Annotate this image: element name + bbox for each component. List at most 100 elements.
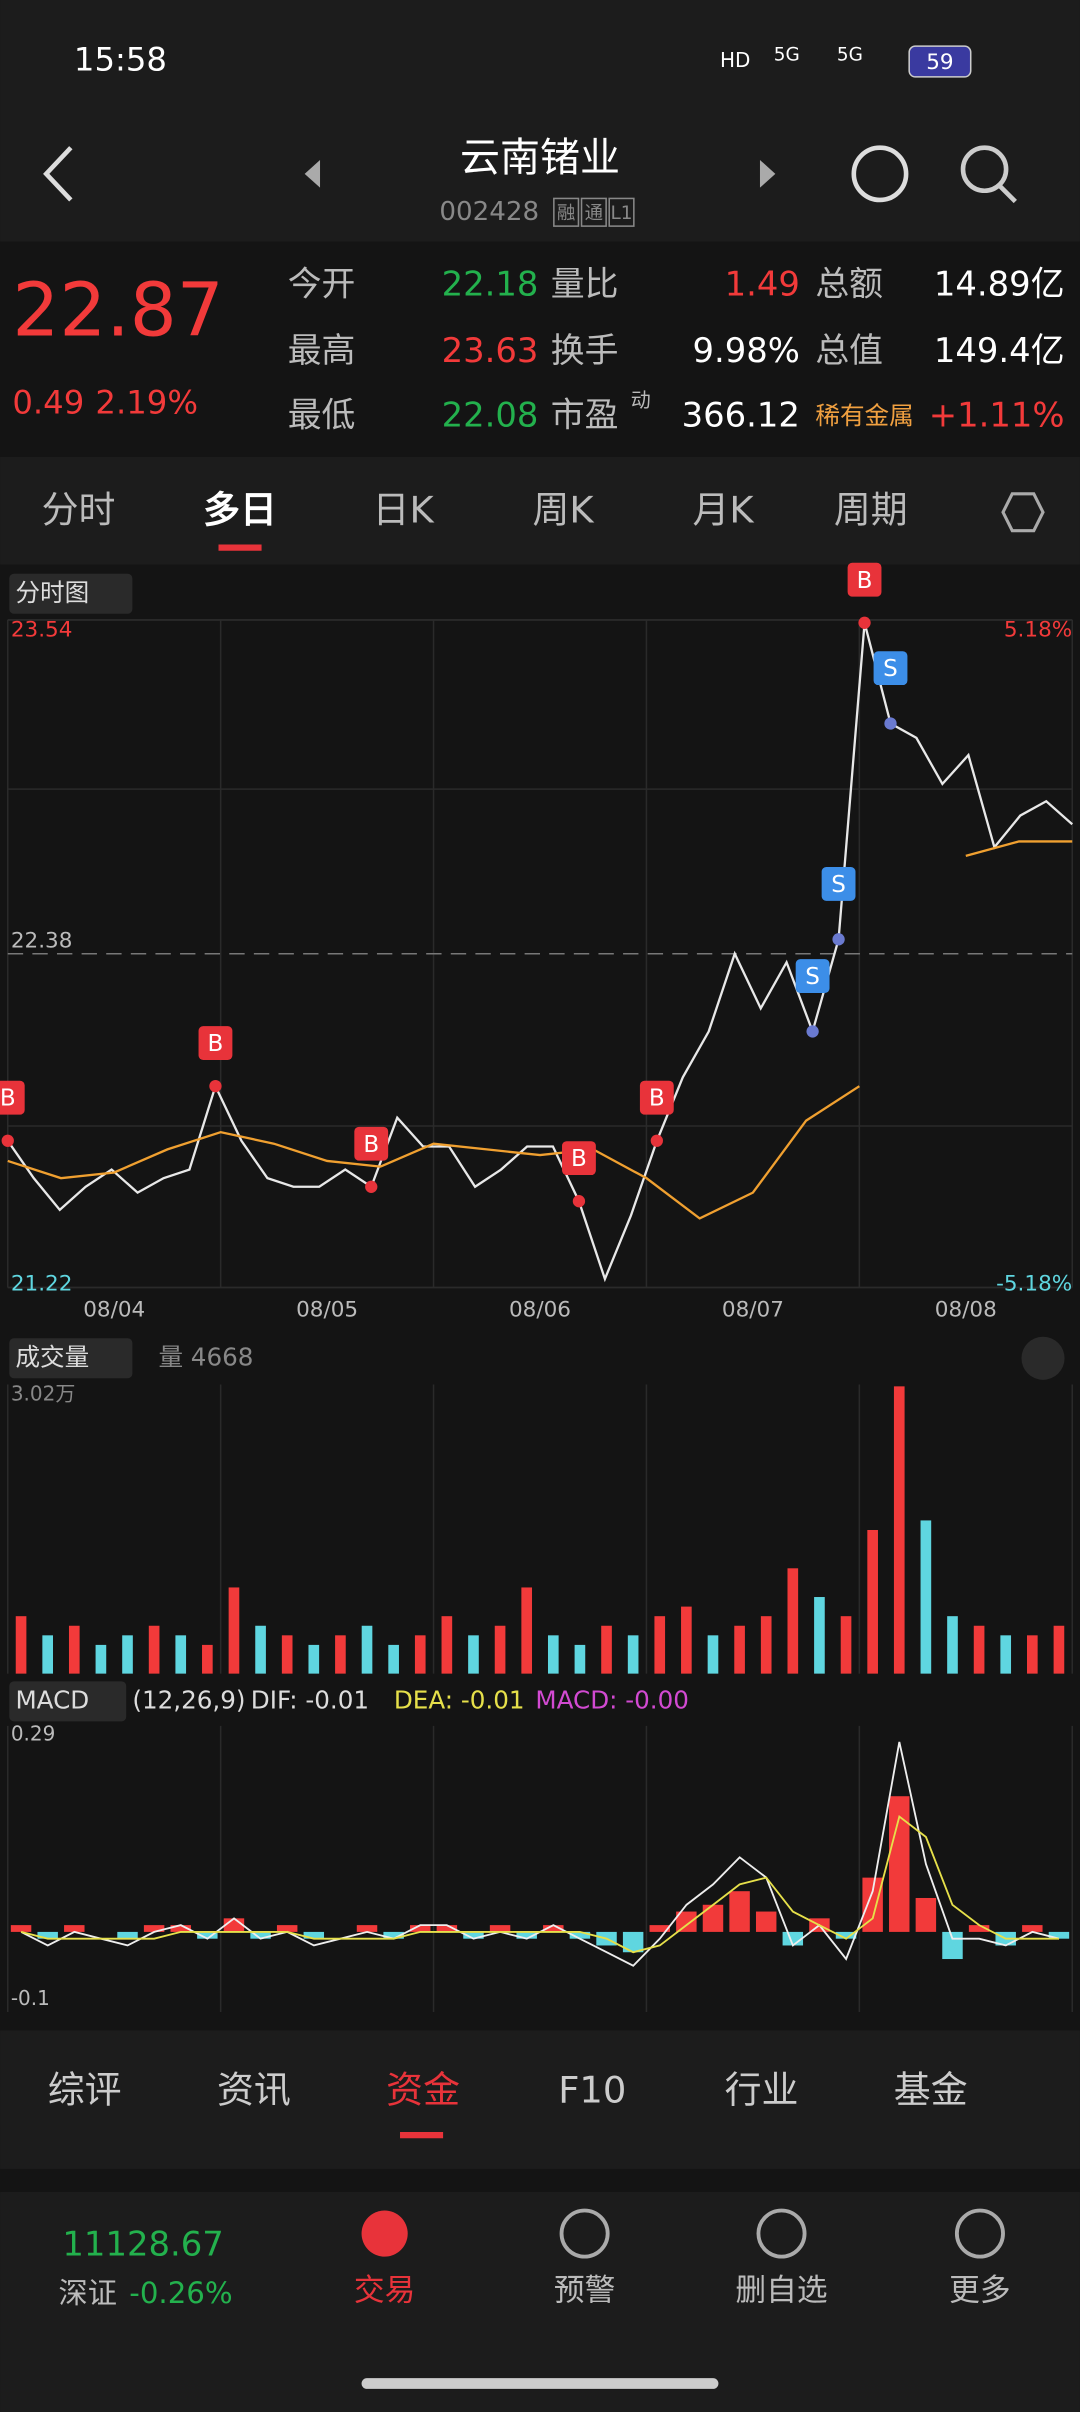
volume-bar (68, 1625, 80, 1674)
field-label: 总值 (815, 331, 883, 370)
date-label: 08/07 (722, 1298, 784, 1323)
volume-bar (574, 1644, 586, 1674)
back-button[interactable] (43, 146, 73, 202)
footer-bg (0, 2192, 1080, 2412)
nav-label[interactable]: 删自选 (735, 2273, 827, 2309)
macd-bar (463, 1931, 484, 1939)
macd-params: (12,26,9) (132, 1685, 245, 1714)
macd-tick: -0.1 (11, 1986, 50, 2010)
volume-bar (95, 1644, 107, 1674)
volume-bar (840, 1616, 852, 1674)
macd-bar (356, 1925, 378, 1932)
volume-bar (1000, 1635, 1012, 1674)
signal-dot (806, 1025, 819, 1038)
volume-bar (441, 1616, 453, 1674)
macd-selector[interactable] (9, 1681, 127, 1722)
y-tick-label: 21.22 (11, 1271, 73, 1296)
nav-icon[interactable] (954, 2208, 1005, 2259)
field-value: 22.08 (442, 395, 539, 434)
field-value: 23.63 (442, 331, 539, 370)
signal-box (354, 1126, 389, 1161)
field-label: 最低 (288, 395, 356, 434)
volume-bar (973, 1625, 985, 1674)
field-label: 今开 (288, 265, 356, 304)
macd-bar (889, 1796, 910, 1932)
signal-dot (1, 1134, 14, 1147)
next-stock[interactable] (759, 159, 776, 188)
info-tab[interactable]: 综评 (48, 2069, 122, 2112)
info-tab[interactable]: 资讯 (217, 2069, 291, 2112)
settings-icon[interactable] (1001, 492, 1045, 533)
info-tab[interactable]: 行业 (725, 2069, 799, 2112)
volume-bar (734, 1625, 745, 1674)
volume-bar (255, 1625, 266, 1674)
volume-bar (893, 1386, 905, 1674)
volume-bar (547, 1635, 559, 1674)
period-tab[interactable]: 月K (692, 489, 754, 532)
period-tab[interactable]: 周期 (834, 489, 908, 532)
info-tab[interactable]: F10 (558, 2069, 626, 2112)
period-tab[interactable]: 日K (373, 489, 435, 532)
nav-icon[interactable] (559, 2208, 610, 2259)
volume-bar (707, 1635, 719, 1674)
signal-box (821, 867, 856, 901)
dea-label: DEA: -0.01 (394, 1685, 525, 1714)
battery (908, 45, 972, 78)
nav-icon[interactable] (756, 2208, 807, 2259)
battery-level: 59 (926, 50, 953, 75)
signal-dot (209, 1079, 222, 1093)
nav-icon[interactable] (361, 2210, 408, 2257)
volume-bar (681, 1606, 692, 1674)
pct-top: 5.18% (1004, 618, 1072, 643)
period-tab[interactable]: 多日 (203, 489, 277, 532)
volume-bar (308, 1644, 320, 1674)
tag: L1 (611, 203, 633, 224)
nav-label[interactable]: 预警 (554, 2273, 616, 2309)
macd-label: MACD: -0.00 (535, 1685, 689, 1714)
volume-bar (335, 1635, 346, 1674)
index-name: 深证 (59, 2276, 117, 2310)
change-pct: 2.19% (95, 384, 198, 422)
volume-bar (760, 1616, 772, 1674)
nav-label[interactable]: 更多 (949, 2273, 1011, 2309)
tag-box (553, 197, 580, 227)
info-tab[interactable]: 资金 (386, 2069, 460, 2112)
signal-label: S (805, 964, 820, 990)
macd-bar (1022, 1925, 1043, 1932)
y-tick-label: 22.38 (11, 928, 73, 953)
macd-bar (649, 1925, 670, 1932)
field-label: 稀有金属 (815, 401, 913, 430)
volume-bar (601, 1625, 612, 1674)
macd-bar (968, 1925, 990, 1932)
assistant-icon[interactable] (851, 145, 909, 203)
prev-stock[interactable] (304, 159, 321, 188)
volume-bar (627, 1635, 639, 1674)
info-tab[interactable]: 基金 (894, 2069, 968, 2112)
search-icon (998, 184, 1017, 204)
macd-bar (117, 1931, 138, 1939)
macd-bar (37, 1931, 58, 1939)
field-value: 22.18 (442, 265, 539, 304)
volume-selector[interactable] (9, 1338, 133, 1379)
pct-bottom: -5.18% (996, 1271, 1072, 1296)
nav-label[interactable]: 交易 (354, 2273, 416, 2309)
period-tab[interactable]: 周K (533, 489, 595, 532)
signal-box (795, 959, 830, 993)
signal-label: B (649, 1086, 665, 1112)
index-change: -0.26% (129, 2276, 232, 2310)
volume-bar (521, 1587, 533, 1674)
signal-label: B (571, 1146, 587, 1172)
macd-bar (143, 1925, 165, 1932)
change: 0.49 (12, 384, 84, 422)
search-icon[interactable] (960, 145, 1009, 194)
signal-label: B (857, 568, 873, 594)
tabs-bg (0, 456, 1080, 565)
period-tab[interactable]: 分时 (42, 489, 116, 532)
field-label: 最高 (288, 331, 356, 370)
field-value: 14.89亿 (934, 265, 1065, 304)
status-net: 5G (774, 44, 800, 65)
chart-selector[interactable] (9, 573, 133, 614)
signal-label: B (363, 1132, 379, 1158)
expand-button[interactable] (1021, 1336, 1065, 1380)
